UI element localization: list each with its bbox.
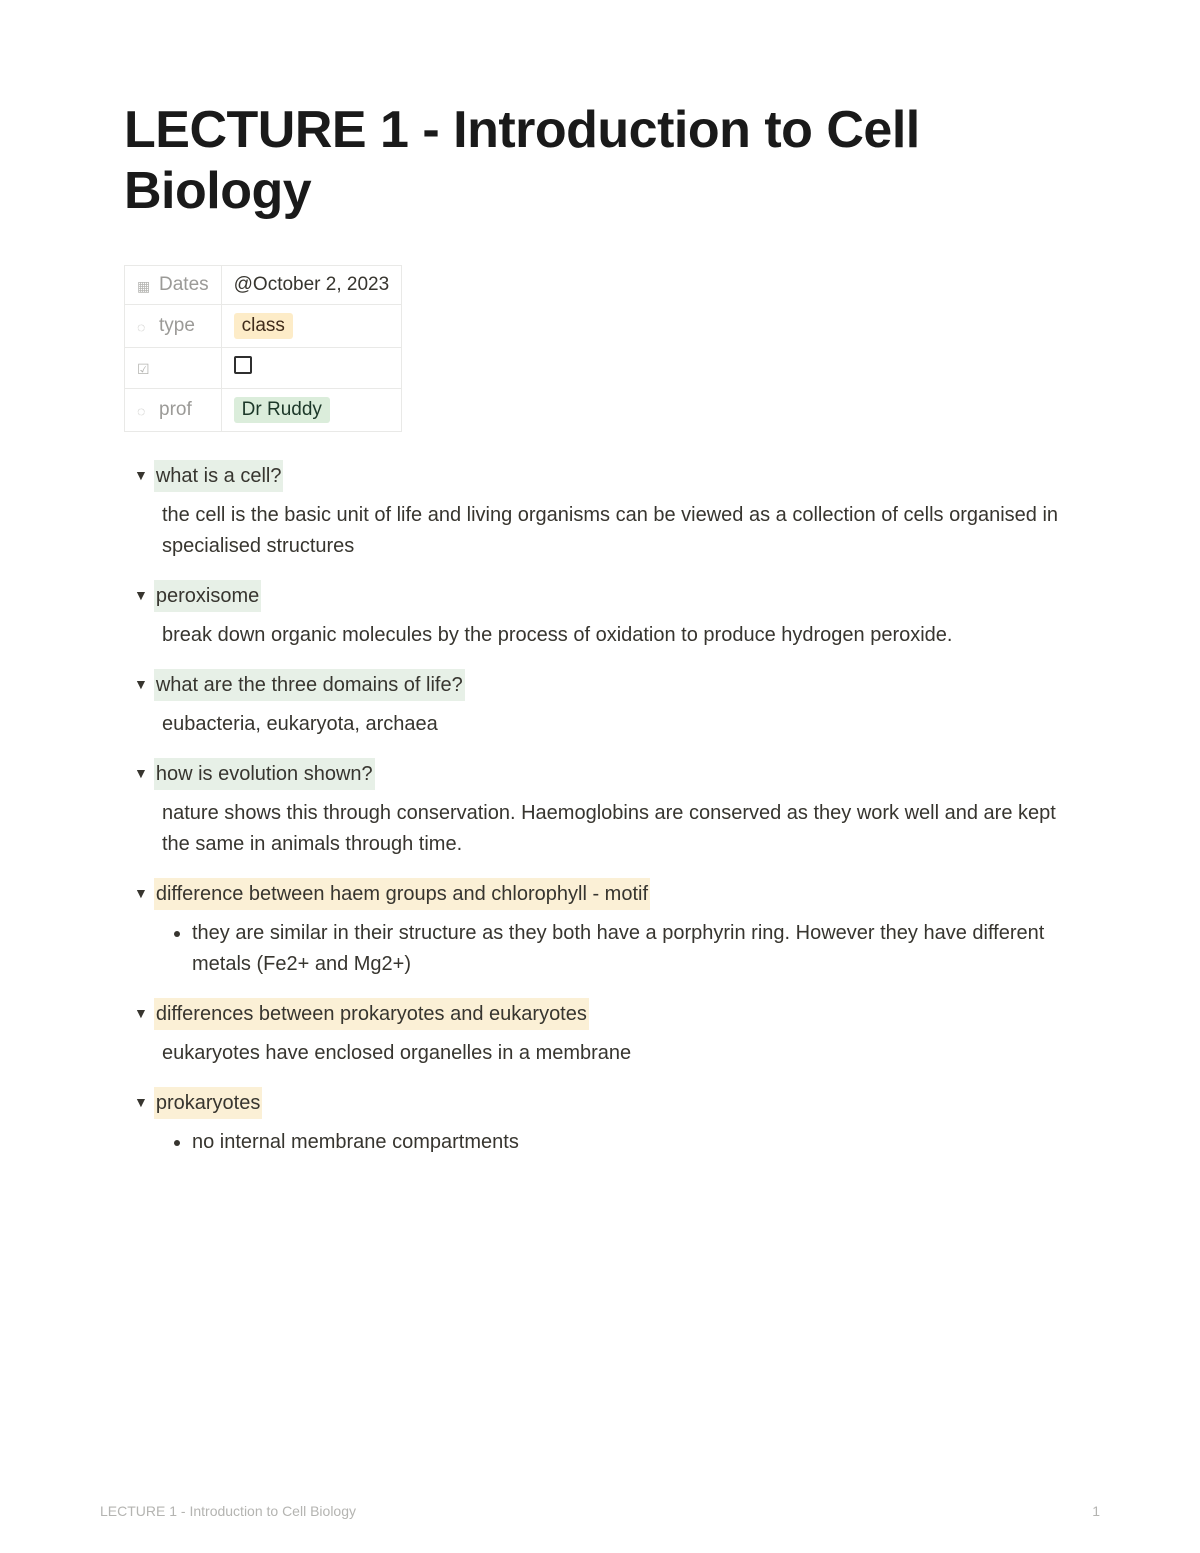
list-item: they are similar in their structure as t… [192,918,1076,980]
toggle-header[interactable]: ▼ how is evolution shown? [134,758,1076,790]
list-item: no internal membrane compartments [192,1127,1076,1158]
toggle-heading: difference between haem groups and chlor… [154,878,650,910]
prop-label: type [159,315,195,336]
toggle-body: they are similar in their structure as t… [134,910,1076,980]
prop-label: Dates [159,274,209,295]
prop-value-dates: @October 2, 2023 [221,265,402,304]
toggle-heading: prokaryotes [154,1087,263,1119]
toggle-body: nature shows this through conservation. … [134,790,1076,860]
footer-page-number: 1 [1092,1503,1100,1519]
page-title: LECTURE 1 - Introduction to Cell Biology [124,100,1076,223]
table-row: ☑ [125,347,402,388]
toggle-block: ▼ what is a cell?the cell is the basic un… [134,460,1076,562]
prop-label: prof [159,399,192,420]
toggle-heading: what is a cell? [154,460,284,492]
chevron-down-icon[interactable]: ▼ [134,1092,148,1113]
footer-title: LECTURE 1 - Introduction to Cell Biology [100,1503,356,1519]
toggle-body: eukaryotes have enclosed organelles in a… [134,1030,1076,1069]
chevron-down-icon[interactable]: ▼ [134,883,148,904]
properties-table: ▦ Dates @October 2, 2023 ◌ type class ☑ ◌ p… [124,265,402,432]
select-icon: ◌ [137,403,153,419]
table-row: ◌ type class [125,304,402,347]
prop-value-checkbox [221,347,402,388]
select-icon: ◌ [137,319,153,335]
prop-value-prof: Dr Ruddy [221,388,402,431]
calendar-icon: ▦ [137,278,153,295]
toggle-block: ▼ difference between haem groups and chlo… [134,878,1076,980]
prop-key-prof: ◌ prof [125,388,222,431]
prop-key-type: ◌ type [125,304,222,347]
table-row: ▦ Dates @October 2, 2023 [125,265,402,304]
chevron-down-icon[interactable]: ▼ [134,763,148,784]
checkbox-input[interactable] [234,356,252,374]
toggle-heading: how is evolution shown? [154,758,375,790]
toggle-header[interactable]: ▼ what is a cell? [134,460,1076,492]
prof-tag[interactable]: Dr Ruddy [234,397,330,423]
toggle-body: no internal membrane compartments [134,1119,1076,1158]
toggle-header[interactable]: ▼ differences between prokaryotes and euk… [134,998,1076,1030]
checkbox-icon: ☑ [137,361,153,378]
toggle-block: ▼ differences between prokaryotes and euk… [134,998,1076,1069]
table-row: ◌ prof Dr Ruddy [125,388,402,431]
toggle-body: eubacteria, eukaryota, archaea [134,701,1076,740]
chevron-down-icon[interactable]: ▼ [134,674,148,695]
toggle-header[interactable]: ▼ peroxisome [134,580,1076,612]
toggle-header[interactable]: ▼ prokaryotes [134,1087,1076,1119]
bullet-list: they are similar in their structure as t… [162,918,1076,980]
toggle-block: ▼ prokaryotes no internal membrane compart… [134,1087,1076,1158]
chevron-down-icon[interactable]: ▼ [134,1003,148,1024]
page-root: LECTURE 1 - Introduction to Cell Biology… [0,0,1200,1158]
toggle-block: ▼ how is evolution shown?nature shows thi… [134,758,1076,860]
toggle-heading: differences between prokaryotes and euka… [154,998,589,1030]
chevron-down-icon[interactable]: ▼ [134,465,148,486]
toggle-heading: peroxisome [154,580,261,612]
chevron-down-icon[interactable]: ▼ [134,585,148,606]
toggle-list: ▼ what is a cell?the cell is the basic un… [124,460,1076,1158]
toggle-block: ▼ peroxisomebreak down organic molecules … [134,580,1076,651]
prop-value-type: class [221,304,402,347]
toggle-body: the cell is the basic unit of life and l… [134,492,1076,562]
type-tag[interactable]: class [234,313,293,339]
toggle-header[interactable]: ▼ difference between haem groups and chlo… [134,878,1076,910]
bullet-list: no internal membrane compartments [162,1127,1076,1158]
prop-key-dates: ▦ Dates [125,265,222,304]
toggle-body: break down organic molecules by the proc… [134,612,1076,651]
toggle-header[interactable]: ▼ what are the three domains of life? [134,669,1076,701]
toggle-heading: what are the three domains of life? [154,669,465,701]
toggle-block: ▼ what are the three domains of life?euba… [134,669,1076,740]
prop-key-checkbox: ☑ [125,347,222,388]
page-footer: LECTURE 1 - Introduction to Cell Biology… [100,1503,1100,1519]
